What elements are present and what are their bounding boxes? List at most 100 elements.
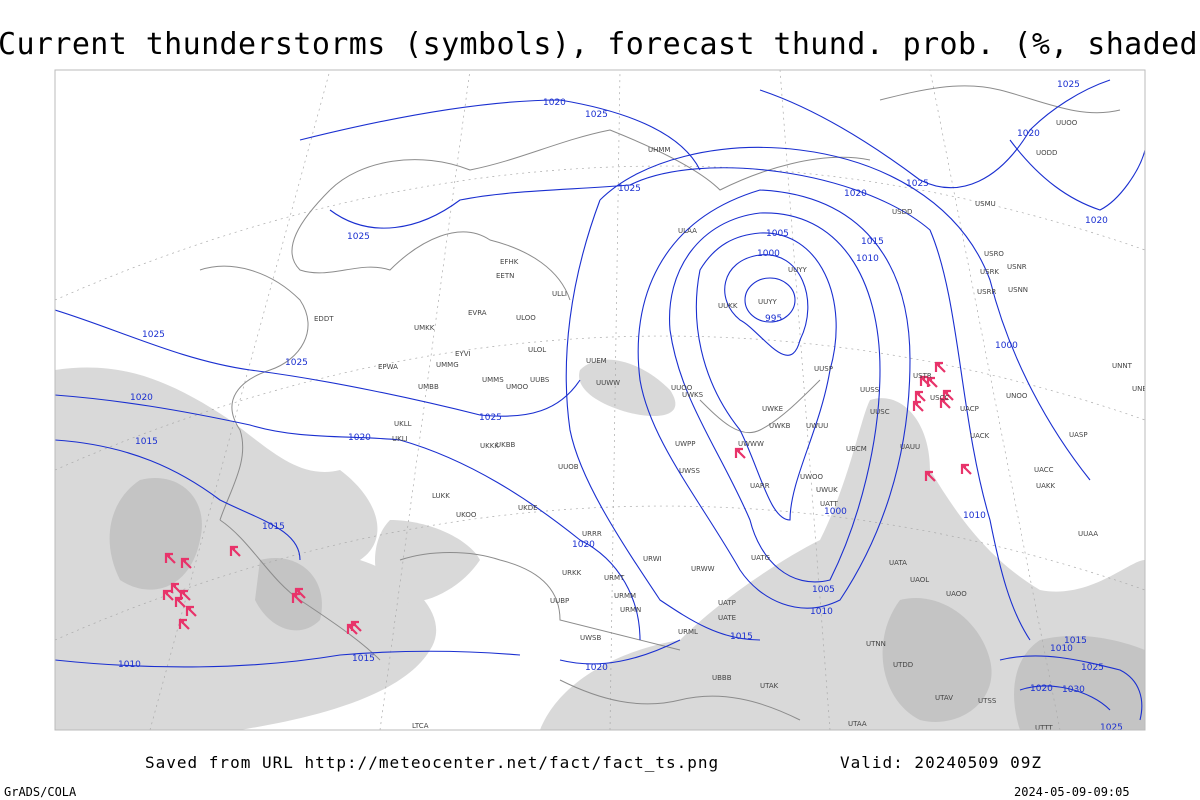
station-label: UATG [751, 554, 770, 562]
station-label: USRO [984, 250, 1004, 258]
isobar-label: 1020 [1085, 216, 1108, 226]
isobar-label: 1020 [1030, 684, 1053, 694]
station-label: UAOL [910, 576, 929, 584]
map-frame [54, 69, 1146, 731]
station-label: UWSB [580, 634, 601, 642]
isobar-label: 1005 [812, 585, 835, 595]
isobar-label: 995 [765, 314, 782, 324]
station-label: UWUK [816, 486, 838, 494]
station-label: USRR [977, 288, 996, 296]
station-label: UMKK [414, 324, 435, 332]
isobar-label: 1020 [348, 433, 371, 443]
station-label: USCC [930, 394, 949, 402]
isobar-label: 1020 [844, 189, 867, 199]
station-label: UWUU [806, 422, 828, 430]
station-label: UAUU [900, 443, 920, 451]
station-label: UTNN [866, 640, 886, 648]
station-label: USDD [892, 208, 912, 216]
station-label: URWW [691, 565, 715, 573]
station-label: UWKE [762, 405, 783, 413]
isobar-label: 1000 [995, 341, 1018, 351]
station-label: ULLI [552, 290, 567, 298]
station-label: EETN [496, 272, 514, 280]
station-label: EDDT [314, 315, 334, 323]
station-label: UUWW [596, 379, 620, 387]
station-label: URMN [620, 606, 641, 614]
isobar-label: 1010 [810, 607, 833, 617]
station-label: UKKK [480, 442, 499, 450]
station-label: UMBB [418, 383, 439, 391]
station-label: EVRA [468, 309, 487, 317]
station-label: LTCA [412, 722, 429, 730]
station-label: UUOB [558, 463, 579, 471]
isobar-label: 1025 [285, 358, 308, 368]
station-label: UKDE [518, 504, 538, 512]
map-labels: 1020 1025 1025 1025 1025 1025 1020 1015 1020 1025… [118, 80, 1145, 730]
station-label: URMM [614, 592, 636, 600]
source-url: Saved from URL http://meteocenter.net/fa… [145, 753, 719, 772]
station-label: UTAK [760, 682, 779, 690]
station-label: UACP [960, 405, 979, 413]
isobar-label: 1010 [963, 511, 986, 521]
station-label: UKLI [392, 435, 408, 443]
station-label: EPWA [378, 363, 398, 371]
station-label: USNN [1008, 286, 1028, 294]
station-label: UUYY [758, 298, 778, 306]
station-label: UARR [750, 482, 770, 490]
station-label: UAKK [1036, 482, 1056, 490]
station-label: LUKK [432, 492, 450, 500]
station-label: UATT [820, 500, 839, 508]
station-label: UTAV [935, 694, 953, 702]
station-label: ULOL [528, 346, 546, 354]
station-label: URWI [643, 555, 662, 563]
station-label: EFHK [500, 258, 519, 266]
isobar-label: 1015 [352, 654, 375, 664]
station-label: UKBB [496, 441, 516, 449]
station-label: UBCM [846, 445, 867, 453]
station-label: UATP [718, 599, 736, 607]
station-label: UACC [1034, 466, 1054, 474]
isobar-label: 1015 [262, 522, 285, 532]
station-label: UUSP [814, 365, 833, 373]
station-label: UTDD [893, 661, 913, 669]
isobar-label: 1030 [1062, 685, 1085, 695]
isobar-label: 1020 [572, 540, 595, 550]
software: GrADS/COLA [4, 785, 77, 799]
station-label: UODD [1036, 149, 1057, 157]
station-label: UUSC [870, 408, 890, 416]
station-label: USMU [975, 200, 996, 208]
station-label: UTSS [978, 697, 997, 705]
station-label: UKLL [394, 420, 412, 428]
isobar-label: 1020 [585, 663, 608, 673]
station-label: UKOO [456, 511, 477, 519]
station-label: UUAA [1078, 530, 1098, 538]
station-label: UMOO [506, 383, 529, 391]
station-label: UUBP [550, 597, 569, 605]
station-label: UTAA [848, 720, 867, 728]
shading [55, 359, 1145, 730]
isobar-label: 1010 [118, 660, 141, 670]
valid-time: Valid: 20240509 09Z [840, 753, 1042, 772]
isobar-label: 1020 [543, 98, 566, 108]
station-label: UBBB [712, 674, 732, 682]
station-label: UWPP [675, 440, 696, 448]
station-label: UNOO [1006, 392, 1028, 400]
isobar-label: 1015 [730, 632, 753, 642]
station-label: UMMS [482, 376, 504, 384]
station-label: ULAA [678, 227, 697, 235]
isobar-label: 1025 [347, 232, 370, 242]
isobar-label: 1025 [906, 179, 929, 189]
timestamp: 2024-05-09-09:05 [1014, 785, 1130, 799]
station-label: UWOO [800, 473, 824, 481]
coastlines [199, 85, 1121, 721]
isobar-label: 1000 [824, 507, 847, 517]
station-label: EYVI [455, 350, 471, 358]
station-label: UUBS [530, 376, 550, 384]
station-label: UAOO [946, 590, 967, 598]
station-label: UACK [970, 432, 990, 440]
station-label: USNR [1007, 263, 1027, 271]
station-label: UHMM [648, 146, 670, 154]
isobar-label: 1025 [1081, 663, 1104, 673]
station-label: URRR [582, 530, 602, 538]
